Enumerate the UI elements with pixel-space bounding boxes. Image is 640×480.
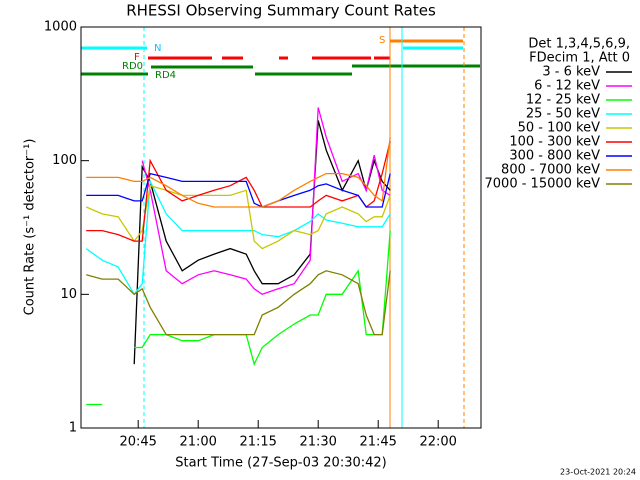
series-line — [85, 184, 391, 250]
series-line — [85, 178, 391, 296]
x-tick-label: 21:00 — [179, 435, 216, 450]
legend-label: 6 - 12 keV — [534, 79, 600, 94]
series-line — [86, 172, 391, 208]
x-tick-label: 21:30 — [299, 435, 336, 450]
x-axis-label: Start Time (27-Sep-03 20:30:42) — [175, 456, 386, 471]
y-tick-label: 10 — [60, 287, 77, 302]
legend-label: 50 - 100 keV — [518, 121, 601, 136]
legend-label: 100 - 300 keV — [509, 135, 600, 150]
legend-label: 25 - 50 keV — [526, 107, 600, 122]
y-tick-label: 1000 — [44, 20, 77, 35]
plot-frame — [80, 26, 482, 429]
series-line — [133, 120, 391, 365]
x-tick-label: 20:45 — [119, 435, 156, 450]
legend-label: 7000 - 15000 keV — [485, 177, 601, 192]
x-tick-label: 22:00 — [419, 435, 456, 450]
series-line — [141, 107, 391, 296]
footer: 23-Oct-2021 20:24 — [560, 468, 636, 477]
chart-title: RHESSI Observing Summary Count Rates — [126, 2, 436, 20]
annotation: RD4 — [155, 70, 176, 81]
legend-header: FDecim 1, Att 0 — [529, 51, 630, 66]
legend-label: 300 - 800 keV — [509, 149, 600, 164]
series-line — [86, 270, 391, 336]
legend-label: 12 - 25 keV — [526, 93, 600, 108]
mode-lines — [143, 27, 465, 428]
legend-header: Det 1,3,4,5,6,9, — [528, 37, 630, 52]
y-tick-label: 100 — [52, 153, 77, 168]
y-tick-label: 1 — [69, 421, 77, 436]
x-tick-label: 21:15 — [239, 435, 276, 450]
series-line — [86, 230, 391, 406]
annotation: F — [134, 52, 140, 63]
annotation: RD0 — [122, 61, 143, 72]
y-axis-label: Count Rate (s⁻¹ detector⁻¹) — [23, 139, 38, 316]
legend-label: 3 - 6 keV — [542, 65, 600, 80]
legend-label: 800 - 7000 keV — [501, 163, 600, 178]
annotation: N — [154, 43, 161, 54]
x-tick-label: 21:45 — [359, 435, 396, 450]
series-line — [86, 137, 391, 208]
annotation: S — [379, 35, 385, 46]
